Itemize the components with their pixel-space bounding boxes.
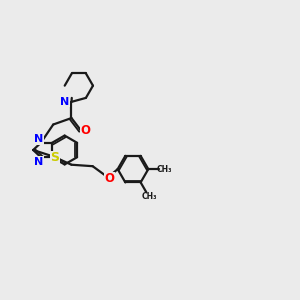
Text: N: N	[34, 134, 43, 144]
Text: S: S	[50, 152, 59, 164]
Text: N: N	[60, 97, 70, 107]
Text: CH₃: CH₃	[141, 192, 157, 201]
Text: N: N	[34, 157, 43, 166]
Text: CH₃: CH₃	[157, 165, 172, 174]
Text: O: O	[104, 172, 114, 185]
Text: O: O	[80, 124, 90, 137]
